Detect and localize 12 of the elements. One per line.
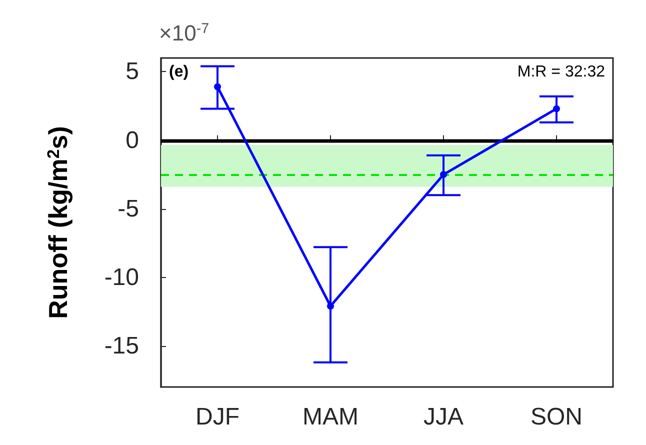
x-tick-label: MAM xyxy=(302,404,358,430)
x-tick-label: SON xyxy=(530,404,583,430)
y-tick-label: -5 xyxy=(118,195,139,222)
x-tick-label: DJF xyxy=(196,404,240,430)
x-tick-label: JJA xyxy=(423,404,464,430)
y-tick-label: 0 xyxy=(126,126,139,154)
annotation: (e) xyxy=(169,64,189,80)
annotation: M:R = 32:32 xyxy=(517,64,606,80)
y-tick-label: -10 xyxy=(104,264,139,291)
y-tick-label: -15 xyxy=(104,332,139,360)
y-tick-label: 5 xyxy=(126,58,139,86)
y-axis-title: Runoff (kg/m2s) xyxy=(43,126,73,319)
